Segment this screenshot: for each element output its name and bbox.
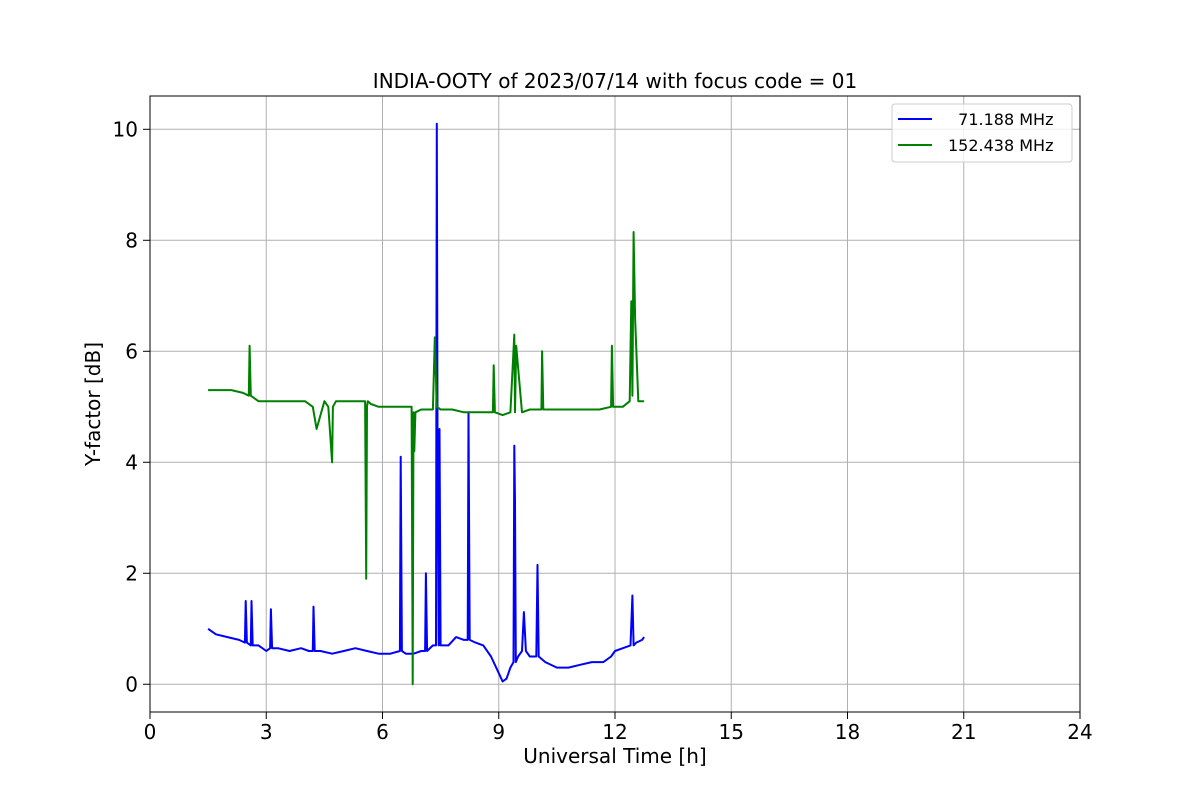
x-axis-label: Universal Time [h] xyxy=(523,744,706,768)
y-tick-label: 10 xyxy=(113,117,138,141)
chart-title: INDIA-OOTY of 2023/07/14 with focus code… xyxy=(373,69,857,93)
legend-label: 71.188 MHz xyxy=(948,110,1053,129)
legend-label: 152.438 MHz xyxy=(948,136,1053,155)
x-tick-label: 9 xyxy=(492,720,505,744)
y-tick-label: 2 xyxy=(125,561,138,585)
y-tick-label: 4 xyxy=(125,450,138,474)
x-tick-label: 18 xyxy=(835,720,860,744)
series-line-1 xyxy=(208,231,645,686)
legend-box xyxy=(891,103,1073,163)
x-tick-label: 0 xyxy=(144,720,157,744)
x-tick-label: 21 xyxy=(951,720,976,744)
x-tick-label: 6 xyxy=(376,720,389,744)
legend: 71.188 MHz 152.438 MHz xyxy=(891,103,1073,163)
x-tick-label: 12 xyxy=(602,720,627,744)
series-layer xyxy=(207,122,645,686)
y-tick-label: 0 xyxy=(125,672,138,696)
series-line-0 xyxy=(207,122,645,683)
x-tick-label: 15 xyxy=(719,720,744,744)
y-tick-label: 6 xyxy=(125,339,138,363)
x-tick-label: 3 xyxy=(260,720,273,744)
y-tick-label: 8 xyxy=(125,228,138,252)
grid xyxy=(149,96,1081,712)
y-axis-label: Y-factor [dB] xyxy=(81,342,105,467)
x-tick-label: 24 xyxy=(1067,720,1092,744)
